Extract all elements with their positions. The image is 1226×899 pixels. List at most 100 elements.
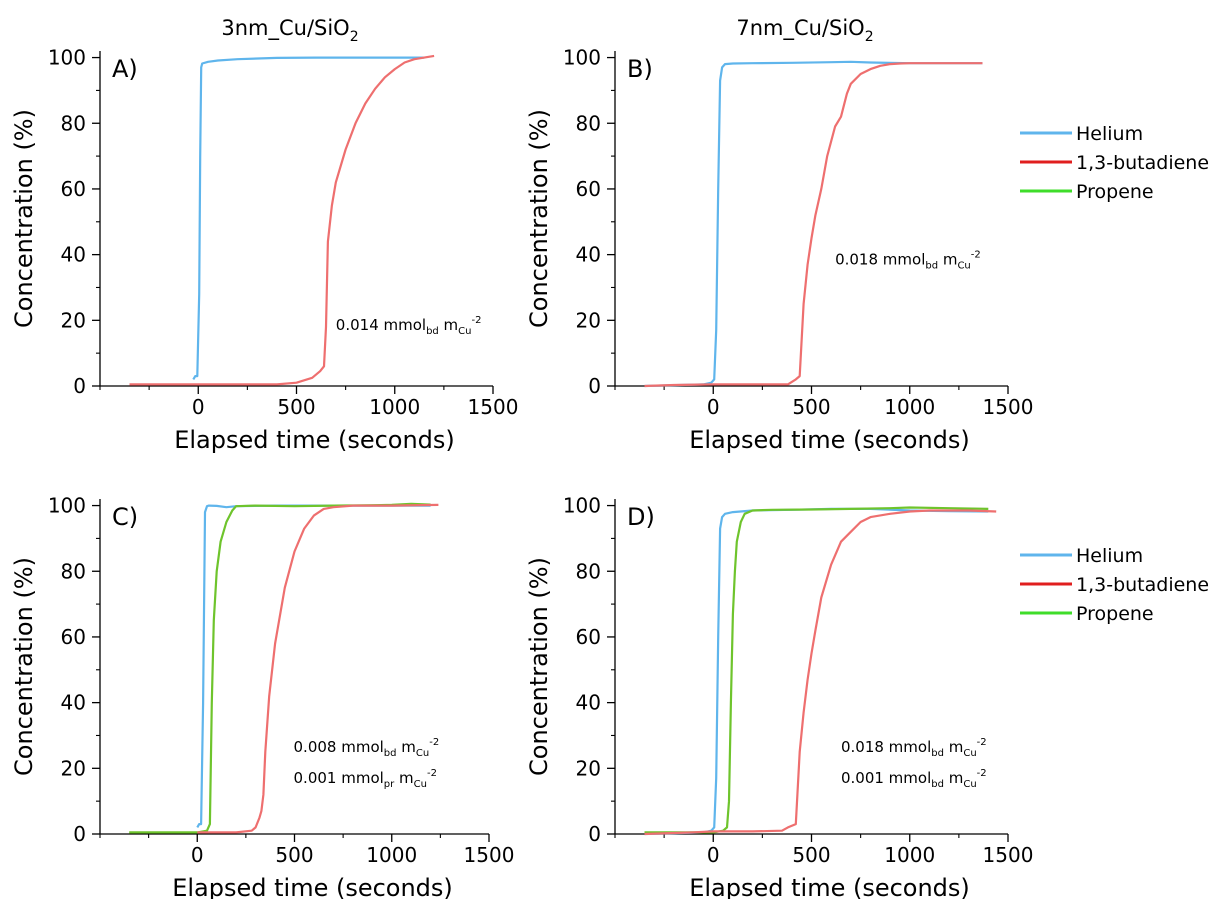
annotation-unit: m	[944, 738, 963, 756]
y-axis-label: Concentration (%)	[10, 557, 38, 776]
y-tick-label: 80	[61, 111, 86, 135]
legend-2: Helium 1,3-butadiene Propene	[1020, 545, 1209, 625]
x-tick-label: 1500	[464, 843, 515, 867]
chart-title-subscript: 2	[865, 29, 874, 45]
y-tick-label: 60	[61, 625, 86, 649]
annotation-unit: m	[439, 316, 458, 334]
y-axis-label: Concentration (%)	[10, 109, 38, 328]
x-tick-label: 500	[792, 843, 830, 867]
chart-title: 7nm_Cu/SiO2	[736, 16, 873, 45]
annotation-subscript: Cu	[963, 779, 976, 790]
x-axis-label: Elapsed time (seconds)	[174, 426, 455, 454]
loading-annotation: 0.018 mmolbd mCu-2	[841, 737, 987, 759]
panel-letter: B)	[627, 55, 653, 83]
y-tick-label: 100	[48, 494, 86, 518]
annotation-subscript: Cu	[963, 748, 976, 759]
y-tick-label: 100	[563, 46, 601, 70]
annotation-subscript: Cu	[458, 326, 471, 337]
x-axis-label: Elapsed time (seconds)	[172, 874, 453, 899]
y-tick-label: 0	[73, 374, 86, 398]
y-tick-label: 0	[73, 822, 86, 846]
annotation-subscript: bd	[426, 326, 439, 337]
legend-label: Propene	[1076, 181, 1154, 203]
panel-letter: D)	[627, 503, 655, 531]
y-axis-label: Concentration (%)	[525, 109, 553, 328]
annotation-subscript: bd	[925, 260, 938, 271]
x-tick-label: 1000	[884, 843, 935, 867]
legend-1: Helium 1,3-butadiene Propene	[1020, 123, 1209, 203]
annotation-superscript: -2	[977, 768, 987, 779]
x-tick-label: 0	[191, 843, 204, 867]
annotation-subscript: Cu	[414, 779, 427, 790]
loading-annotation: 0.014 mmolbd mCu-2	[336, 315, 482, 337]
x-axis-label: Elapsed time (seconds)	[689, 874, 970, 899]
y-tick-label: 20	[61, 756, 86, 780]
annotation-value: 0.008 mmol	[294, 738, 384, 756]
y-tick-label: 40	[576, 243, 601, 267]
y-tick-label: 80	[576, 559, 601, 583]
x-tick-label: 1500	[468, 395, 519, 419]
legend-label: Propene	[1076, 603, 1154, 625]
annotation-value: 0.001 mmol	[294, 769, 384, 787]
loading-annotation: 0.001 mmolbd mCu-2	[841, 768, 987, 790]
series-line-helium	[644, 507, 989, 836]
series-line-butadiene	[129, 54, 435, 386]
y-tick-label: 60	[576, 177, 601, 201]
x-tick-label: 0	[707, 843, 720, 867]
panel-letter: A)	[112, 55, 138, 83]
y-tick-label: 20	[576, 308, 601, 332]
annotation-unit: m	[397, 738, 416, 756]
loading-annotation: 0.008 mmolbd mCu-2	[294, 737, 440, 759]
annotation-value: 0.018 mmol	[841, 738, 931, 756]
x-tick-label: 1000	[366, 843, 417, 867]
y-tick-label: 40	[576, 691, 601, 715]
series-line-helium	[644, 60, 983, 388]
x-tick-label: 0	[707, 395, 720, 419]
series-line-helium	[192, 56, 425, 380]
x-tick-label: 500	[792, 395, 830, 419]
loading-annotation: 0.001 mmolpr mCu-2	[294, 768, 437, 790]
annotation-superscript: -2	[427, 768, 437, 779]
annotation-subscript: Cu	[416, 748, 429, 759]
series-line-butadiene	[644, 62, 983, 388]
annotation-value: 0.001 mmol	[841, 769, 931, 787]
y-tick-label: 20	[61, 308, 86, 332]
annotation-unit: m	[944, 769, 963, 787]
y-tick-label: 60	[61, 177, 86, 201]
annotation-superscript: -2	[971, 249, 981, 260]
series-line-butadiene	[197, 503, 439, 834]
legend-label: 1,3-butadiene	[1076, 574, 1209, 596]
chart-title-main: 3nm_Cu/SiO	[221, 16, 349, 41]
annotation-unit: m	[394, 769, 413, 787]
y-axis-label: Concentration (%)	[525, 557, 553, 776]
y-tick-label: 40	[61, 243, 86, 267]
annotation-value: 0.014 mmol	[336, 316, 426, 334]
annotation-superscript: -2	[977, 737, 987, 748]
y-tick-label: 20	[576, 756, 601, 780]
y-tick-label: 40	[61, 691, 86, 715]
annotation-subscript: bd	[931, 748, 944, 759]
x-tick-label: 500	[275, 843, 313, 867]
panel-letter: C)	[112, 503, 138, 531]
y-tick-label: 80	[61, 559, 86, 583]
annotation-subscript: bd	[384, 748, 397, 759]
legend-label: Helium	[1076, 123, 1143, 145]
series-line-butadiene	[644, 509, 997, 836]
annotation-subscript: Cu	[957, 260, 970, 271]
annotation-value: 0.018 mmol	[835, 250, 925, 268]
y-tick-label: 100	[48, 46, 86, 70]
x-tick-label: 0	[192, 395, 205, 419]
legend-label: Helium	[1076, 545, 1143, 567]
loading-annotation: 0.018 mmolbd mCu-2	[835, 249, 981, 271]
x-tick-label: 1500	[983, 843, 1034, 867]
series-line-propene	[644, 506, 989, 834]
annotation-subscript: pr	[384, 779, 395, 790]
y-tick-label: 60	[576, 625, 601, 649]
x-tick-label: 1500	[983, 395, 1034, 419]
annotation-superscript: -2	[429, 737, 439, 748]
